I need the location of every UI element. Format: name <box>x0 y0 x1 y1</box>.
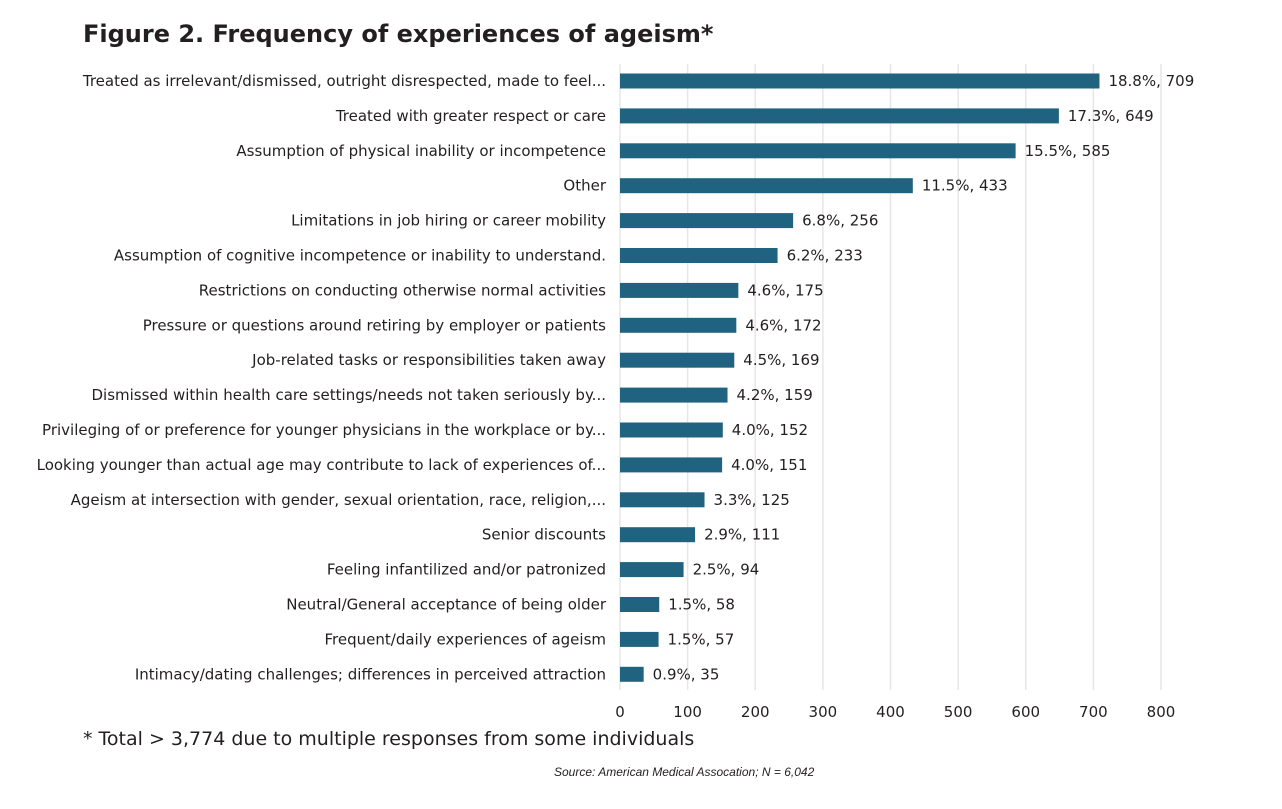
category-label: Intimacy/dating challenges; differences … <box>135 665 606 683</box>
bar <box>620 562 684 578</box>
bar <box>620 282 739 298</box>
bar <box>620 597 660 612</box>
category-label: Looking younger than actual age may cont… <box>37 456 606 474</box>
bar <box>620 527 696 543</box>
x-tick-label: 700 <box>1079 703 1108 721</box>
category-label: Assumption of cognitive incompetence or … <box>114 247 606 265</box>
bar <box>620 422 723 438</box>
data-label: 6.8%, 256 <box>802 212 878 230</box>
data-label: 3.3%, 125 <box>714 491 790 509</box>
category-label: Senior discounts <box>482 526 606 544</box>
data-label: 1.5%, 57 <box>668 630 735 648</box>
category-label: Treated with greater respect or care <box>335 107 606 125</box>
category-label: Dismissed within health care settings/ne… <box>91 386 606 404</box>
data-label: 11.5%, 433 <box>922 177 1008 195</box>
bar <box>620 457 723 473</box>
x-tick-label: 0 <box>615 703 625 721</box>
bar <box>620 108 1059 124</box>
source-note: Source: American Medical Assocation; N =… <box>554 765 815 779</box>
category-label: Assumption of physical inability or inco… <box>236 142 606 160</box>
gridlines <box>619 64 1162 690</box>
category-labels: Treated as irrelevant/dismissed, outrigh… <box>37 72 607 683</box>
x-tick-label: 400 <box>876 703 905 721</box>
data-label: 15.5%, 585 <box>1025 142 1111 160</box>
data-label: 1.5%, 58 <box>668 596 735 614</box>
bars <box>620 73 1100 682</box>
bar <box>620 352 735 368</box>
data-label: 4.5%, 169 <box>743 351 819 369</box>
category-label: Frequent/daily experiences of ageism <box>325 630 606 648</box>
data-label: 0.9%, 35 <box>653 665 720 683</box>
x-tick-label: 300 <box>809 703 838 721</box>
data-label: 2.5%, 94 <box>693 561 760 579</box>
x-tick-label: 800 <box>1147 703 1176 721</box>
x-tick-label: 600 <box>1011 703 1040 721</box>
category-label: Feeling infantilized and/or patronized <box>327 561 606 579</box>
bar <box>620 143 1016 159</box>
data-label: 17.3%, 649 <box>1068 107 1154 125</box>
bar <box>620 178 913 194</box>
data-label: 4.6%, 175 <box>747 281 823 299</box>
bar <box>620 317 737 333</box>
category-label: Neutral/General acceptance of being olde… <box>286 596 607 614</box>
category-label: Limitations in job hiring or career mobi… <box>291 212 606 230</box>
bar <box>620 387 728 403</box>
category-label: Treated as irrelevant/dismissed, outrigh… <box>82 72 606 90</box>
bar <box>620 631 659 647</box>
chart-title: Figure 2. Frequency of experiences of ag… <box>83 20 714 48</box>
bar <box>620 73 1100 89</box>
category-label: Pressure or questions around retiring by… <box>143 316 606 334</box>
category-label: Privileging of or preference for younger… <box>42 421 606 439</box>
data-label: 2.9%, 111 <box>704 526 780 544</box>
bar <box>620 492 705 508</box>
data-label: 4.0%, 152 <box>732 421 808 439</box>
category-label: Ageism at intersection with gender, sexu… <box>71 491 606 509</box>
category-label: Restrictions on conducting otherwise nor… <box>199 281 606 299</box>
data-label: 18.8%, 709 <box>1108 72 1194 90</box>
data-label: 6.2%, 233 <box>787 247 863 265</box>
x-axis-ticks: 0 100 200 300 400 500 600 700 800 <box>615 703 1175 721</box>
bar <box>620 248 778 263</box>
data-labels: 18.8%, 709 17.3%, 649 15.5%, 585 11.5%, 433… <box>653 72 1195 683</box>
data-label: 4.2%, 159 <box>737 386 813 404</box>
bar <box>620 213 794 229</box>
data-label: 4.6%, 172 <box>745 316 821 334</box>
x-tick-label: 200 <box>741 703 770 721</box>
data-label: 4.0%, 151 <box>731 456 807 474</box>
category-label: Other <box>563 177 606 195</box>
x-tick-label: 100 <box>673 703 702 721</box>
x-tick-label: 500 <box>944 703 973 721</box>
category-label: Job-related tasks or responsibilities ta… <box>251 351 606 369</box>
footnote: * Total > 3,774 due to multiple response… <box>83 728 695 750</box>
bar <box>620 666 644 682</box>
